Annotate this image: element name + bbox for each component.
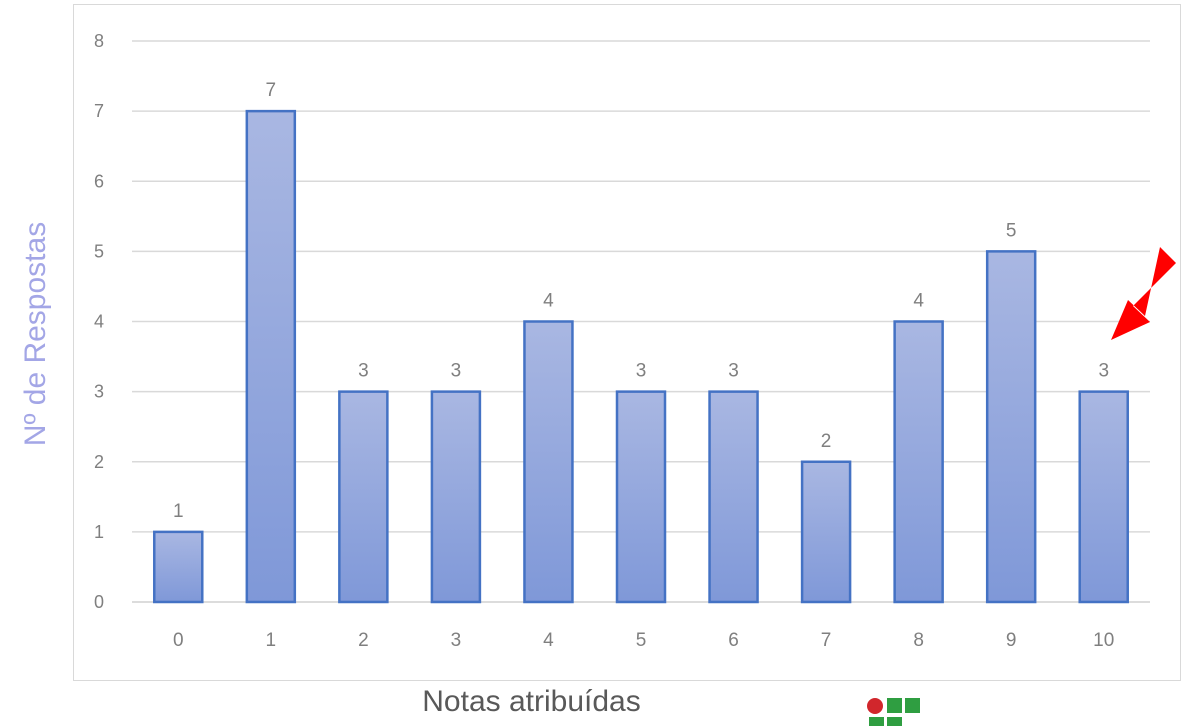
x-tick-label: 2 bbox=[358, 630, 369, 651]
bar bbox=[985, 250, 1037, 604]
x-tick-label: 9 bbox=[1006, 630, 1017, 651]
bar bbox=[523, 320, 574, 604]
y-tick-label: 4 bbox=[94, 312, 104, 332]
bar bbox=[153, 530, 204, 604]
data-label: 2 bbox=[821, 431, 832, 452]
x-tick-label: 8 bbox=[913, 630, 924, 651]
logo-green-square bbox=[869, 717, 884, 726]
y-tick-label: 5 bbox=[94, 241, 104, 261]
x-tick-label: 1 bbox=[266, 630, 277, 651]
bar bbox=[338, 390, 389, 604]
x-tick-label: 5 bbox=[636, 630, 647, 651]
red-arrow bbox=[1111, 247, 1176, 340]
logo-red-dot bbox=[867, 698, 883, 714]
y-tick-label: 0 bbox=[94, 592, 104, 612]
data-label: 3 bbox=[636, 361, 647, 382]
bar bbox=[893, 320, 944, 604]
y-tick-label: 7 bbox=[94, 101, 104, 121]
bar bbox=[708, 390, 759, 604]
logo-green-square bbox=[887, 698, 902, 713]
data-label: 3 bbox=[358, 361, 369, 382]
y-axis-label: Nº de Respostas bbox=[19, 221, 52, 447]
x-tick-label: 3 bbox=[451, 630, 462, 651]
data-label: 3 bbox=[451, 361, 462, 382]
bar bbox=[245, 109, 297, 604]
x-axis-label-wrap: Notas atribuídas bbox=[0, 685, 1183, 719]
x-tick-label: 7 bbox=[821, 630, 832, 651]
y-tick-label: 3 bbox=[94, 382, 104, 402]
data-label: 1 bbox=[173, 501, 184, 522]
data-label: 4 bbox=[543, 291, 554, 312]
y-tick-label: 8 bbox=[94, 31, 104, 51]
logo-green-square bbox=[905, 698, 920, 713]
y-tick-label: 1 bbox=[94, 522, 104, 542]
x-axis-label: Notas atribuídas bbox=[422, 685, 641, 718]
y-tick-label: 6 bbox=[94, 171, 104, 191]
bar bbox=[615, 390, 667, 604]
data-label: 7 bbox=[266, 80, 277, 101]
x-tick-label: 0 bbox=[173, 630, 184, 651]
data-label: 5 bbox=[1006, 220, 1017, 241]
data-label: 3 bbox=[728, 361, 739, 382]
data-label: 4 bbox=[913, 291, 924, 312]
bar bbox=[1078, 390, 1129, 604]
x-tick-label: 10 bbox=[1093, 630, 1114, 651]
bar bbox=[430, 390, 482, 604]
data-label: 3 bbox=[1098, 361, 1109, 382]
bar bbox=[800, 460, 852, 604]
x-tick-label: 4 bbox=[543, 630, 554, 651]
y-tick-label: 2 bbox=[94, 452, 104, 472]
x-tick-label: 6 bbox=[728, 630, 739, 651]
institution-logo bbox=[867, 698, 920, 726]
logo-green-square bbox=[887, 717, 902, 726]
